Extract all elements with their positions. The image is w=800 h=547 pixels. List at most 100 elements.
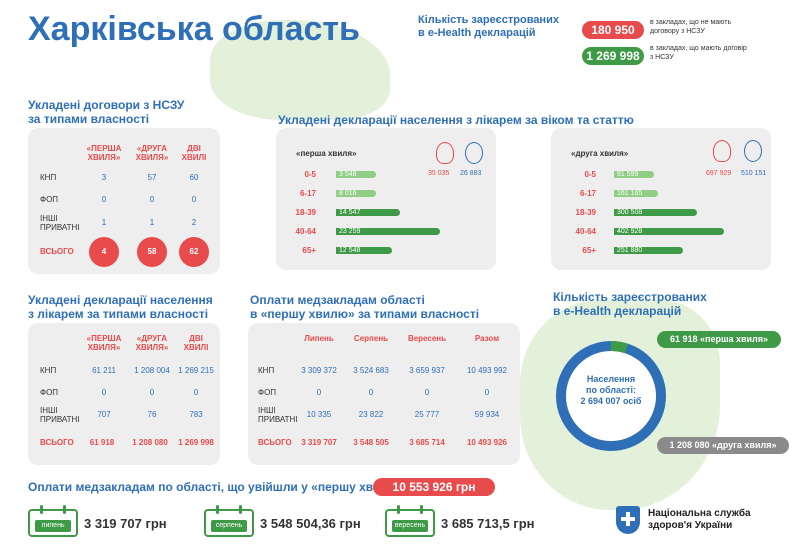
age-label: 6-17 — [299, 189, 316, 198]
age-first-female: 35 035 — [428, 170, 450, 177]
calendar-icon: серпень — [204, 505, 254, 537]
badge-no-contract: 180 950 — [582, 21, 644, 39]
contracts-cell: 0 — [149, 195, 155, 204]
age-label: 40-64 — [575, 227, 596, 236]
payments-card — [248, 323, 520, 465]
decls-title: Укладені декларації населення з лікарем … — [28, 293, 213, 321]
payments-total: 3 685 714 — [409, 438, 445, 447]
female-icon — [436, 142, 454, 164]
age-bar: 251 880 — [614, 247, 684, 254]
decls-cell: 783 — [189, 410, 203, 419]
contracts-col-3: ДВІ ХВИЛІ — [181, 144, 207, 162]
calendar-icon: липень — [28, 505, 78, 537]
payments-cell: 0 — [368, 388, 374, 397]
age-bar: 14 547 — [336, 209, 401, 216]
nszu-logo-text: Національна служба здоров'я України — [648, 508, 751, 531]
age-label: 6-17 — [579, 189, 596, 198]
decls-total: 61 918 — [89, 438, 115, 447]
month-amount: 3 319 707 грн — [84, 516, 167, 531]
payments-total: 3 319 707 — [301, 438, 337, 447]
nszu-logo-icon — [616, 506, 640, 534]
decls-col-1: «ПЕРША ХВИЛЯ» — [86, 334, 122, 352]
payments-cell: 0 — [316, 388, 322, 397]
contracts-row-label: ІНШІ ПРИВАТНІ — [40, 214, 80, 232]
decls-cell: 0 — [101, 388, 107, 397]
decls-total-label: ВСЬОГО — [40, 438, 74, 447]
month-label: липень — [35, 520, 71, 532]
contracts-total: 4 — [89, 237, 119, 267]
decls-total: 1 269 998 — [178, 438, 214, 447]
decls-col-2: «ДРУГА ХВИЛЯ» — [135, 334, 169, 352]
age-bar: 23 259 — [336, 228, 440, 235]
ehealth-second-pill: 1 208 080 «друга хвиля» — [657, 437, 789, 454]
age-bar: 300 508 — [614, 209, 697, 216]
age-label: 18-39 — [575, 208, 596, 217]
payments-cell: 23 822 — [358, 410, 384, 419]
age-bar: 161 165 — [614, 190, 658, 197]
month-amount: 3 548 504,36 грн — [260, 516, 361, 531]
decls-row-label: ІНШІ ПРИВАТНІ — [40, 406, 80, 424]
contracts-cell: 3 — [101, 173, 107, 182]
male-icon — [744, 140, 762, 162]
ehealth-title: Кількість зареєстрованих в e-Health декл… — [553, 290, 707, 318]
contracts-cell: 0 — [101, 195, 107, 204]
age-second-tag: «друга хвиля» — [571, 149, 629, 158]
payments-cell: 3 524 683 — [353, 366, 389, 375]
age-bar: 8 016 — [336, 190, 376, 197]
payments-cell: 0 — [484, 388, 490, 397]
payments-row-label: КНП — [258, 366, 275, 375]
payments-cell: 10 335 — [306, 410, 332, 419]
contracts-cell: 1 — [149, 218, 155, 227]
age-label: 18-39 — [295, 208, 316, 217]
age-first-male: 26 883 — [460, 170, 482, 177]
decls-row-label: КНП — [40, 366, 57, 375]
ehealth-first-pill: 61 918 «перша хвиля» — [657, 331, 781, 348]
age-second-male: 510 151 — [741, 170, 767, 177]
month-label: серпень — [211, 520, 247, 532]
payments-cell: 25 777 — [414, 410, 440, 419]
contracts-title: Укладені договори з НСЗУ за типами власн… — [28, 98, 185, 126]
payments-cell: 3 659 937 — [409, 366, 445, 375]
calendar-icon: вересень — [385, 505, 435, 537]
contracts-col-2: «ДРУГА ХВИЛЯ» — [135, 144, 169, 162]
decls-cell: 0 — [149, 388, 155, 397]
payments-col: Вересень — [407, 334, 447, 343]
age-bar: 12 548 — [336, 247, 393, 254]
decls-cell: 76 — [147, 410, 157, 419]
age-bar: 3 548 — [336, 171, 376, 178]
payments-row-label: ІНШІ ПРИВАТНІ — [258, 406, 298, 424]
payments-col: Липень — [304, 334, 334, 343]
decls-cell: 707 — [97, 410, 111, 419]
decls-card — [28, 323, 220, 465]
badge-contract-text: в закладах, що мають договір з НСЗУ — [650, 45, 747, 61]
payments-cell: 0 — [424, 388, 430, 397]
contracts-cell: 57 — [147, 173, 157, 182]
payments-col: Разом — [474, 334, 500, 343]
bottom-title: Оплати медзакладам по області, що увійшл… — [28, 480, 406, 494]
decls-col-3: ДВІ ХВИЛІ — [183, 334, 209, 352]
contracts-col-1: «ПЕРША ХВИЛЯ» — [86, 144, 122, 162]
decls-row-label: ФОП — [40, 388, 59, 397]
female-icon — [713, 140, 731, 162]
payments-title: Оплати медзакладам області в «першу хвил… — [250, 293, 480, 321]
month-amount: 3 685 713,5 грн — [441, 516, 535, 531]
contracts-total-label: ВСЬОГО — [40, 247, 74, 256]
decls-cell: 0 — [193, 388, 199, 397]
age-first-tag: «перша хвиля» — [296, 149, 357, 158]
contracts-row-label: КНП — [40, 173, 57, 182]
age-bar: 402 928 — [614, 228, 724, 235]
payments-total-label: ВСЬОГО — [258, 438, 292, 447]
contracts-total: 62 — [179, 237, 209, 267]
payments-total: 3 548 505 — [353, 438, 389, 447]
contracts-cell: 60 — [189, 173, 199, 182]
age-label: 0-5 — [584, 170, 596, 179]
page-title: Харківська область — [28, 10, 360, 48]
donut-first-wave — [556, 341, 666, 451]
badge-contract: 1 269 998 — [582, 47, 644, 65]
payments-total: 10 493 926 — [466, 438, 508, 447]
contracts-total: 58 — [137, 237, 167, 267]
age-bar: 91 599 — [614, 171, 654, 178]
age-label: 0-5 — [304, 170, 316, 179]
month-label: вересень — [392, 520, 428, 532]
contracts-cell: 2 — [191, 218, 197, 227]
